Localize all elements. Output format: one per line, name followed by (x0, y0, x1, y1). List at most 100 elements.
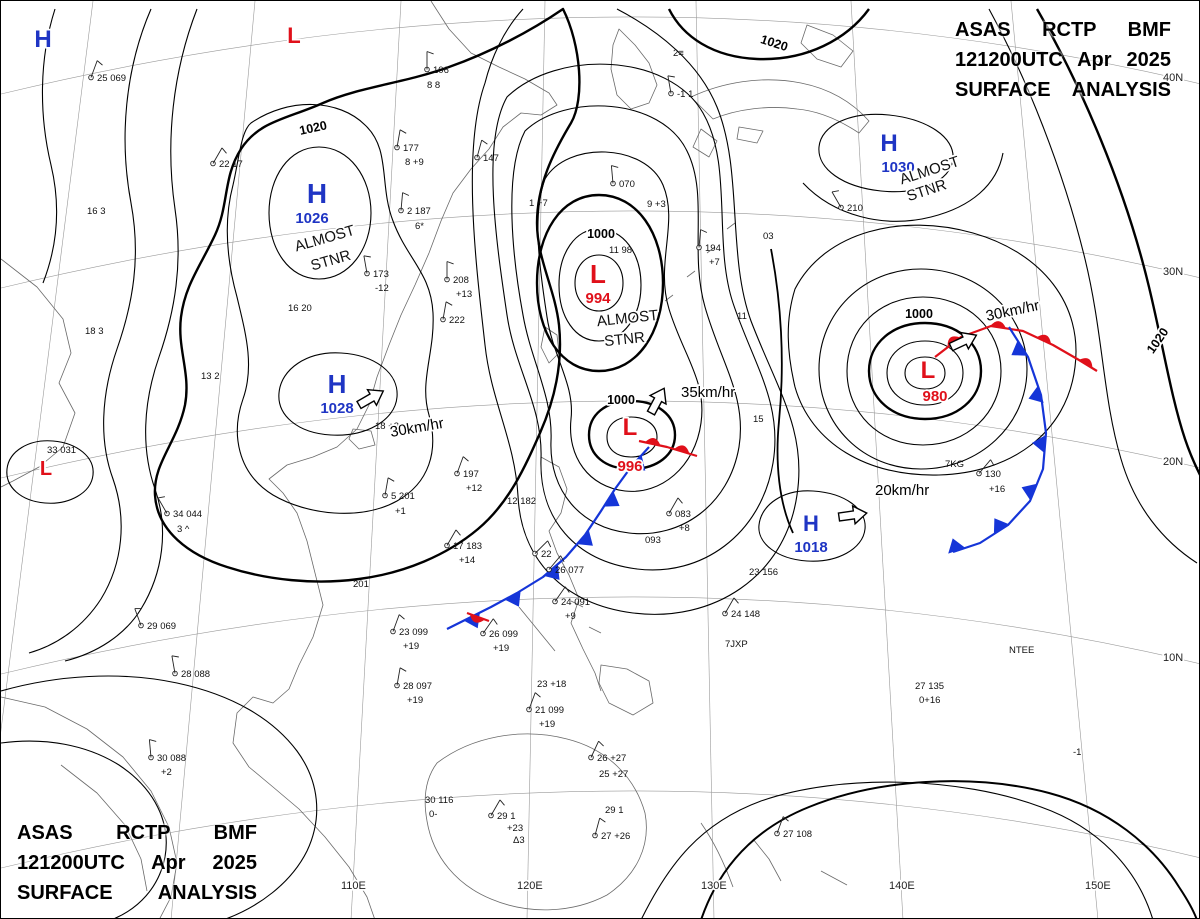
station-plot: 083 (666, 497, 691, 520)
wind-barb-tick (96, 60, 103, 66)
station-plot: 15 (753, 414, 764, 425)
isobars (1, 8, 1198, 918)
pressure-center-letter: L (921, 357, 936, 384)
wind-barb (384, 477, 389, 496)
station-value: 29 1 (605, 805, 624, 816)
title-block-top-right: ASAS RCTP BMF 121200UTC Apr 2025 SURFACE… (955, 15, 1171, 105)
wind-barb (482, 618, 494, 634)
wind-barb (667, 75, 672, 94)
wind-barb-tick (667, 75, 675, 78)
station-plot: -1 (1073, 747, 1081, 758)
station-plot: 7KG (945, 459, 964, 470)
station-value: 8 +9 (405, 157, 424, 168)
station-value: Δ3 (513, 835, 525, 846)
wind-barb-tick (445, 301, 453, 306)
station-value: 34 044 (173, 509, 202, 520)
station-plot: 21 099 (526, 692, 564, 716)
pressure-center-letter: H (803, 511, 819, 536)
longitude-label: 120E (517, 880, 543, 892)
wind-barb-tick (387, 477, 395, 482)
station-value: 16 3 (87, 206, 106, 217)
latitude-label: 20N (1163, 456, 1183, 468)
wind-barb-tick (157, 496, 165, 499)
wind-barb (446, 529, 457, 546)
title-line: 121200UTC Apr 2025 (17, 852, 257, 874)
station-plot: 3 ^ (177, 524, 190, 535)
station-value: 27 +26 (601, 831, 630, 842)
station-plot: 16 20 (288, 303, 312, 314)
station-value: +13 (456, 289, 472, 300)
cold-front-triangle (629, 455, 646, 471)
wind-barb-tick (149, 739, 157, 742)
movement-speed-label: 20km/hr (875, 482, 929, 499)
isobar-label: 1000 (905, 307, 933, 321)
station-value: 33 031 (47, 445, 76, 456)
station-plot: 23 +18 (537, 679, 566, 690)
station-plot: 1 +7 (529, 198, 548, 209)
station-plot: +23 (507, 823, 523, 834)
cold-front-triangle (1021, 483, 1037, 501)
longitude-label: 130E (701, 880, 727, 892)
station-value: -1 (1073, 747, 1081, 758)
station-value: 9 +3 (647, 199, 666, 210)
wind-barb-tick (547, 540, 552, 548)
station-plot: 28 097 (394, 667, 432, 692)
station-plot: -12 (375, 283, 389, 294)
station-value: 11 (737, 311, 747, 322)
pressure-center-letter: H (307, 178, 327, 209)
station-value: 147 (483, 153, 499, 164)
pressure-center-letter: H (880, 130, 897, 157)
wind-barb (442, 301, 447, 320)
station-plot: +8 (679, 523, 690, 534)
wind-barb (90, 60, 98, 78)
wind-barb-tick (446, 261, 454, 265)
title-line: ASAS RCTP BMF (17, 822, 257, 844)
station-value: 29 069 (147, 621, 176, 632)
station-value: 26 +27 (597, 753, 626, 764)
station-value: 21 099 (535, 705, 564, 716)
station-value: 28 088 (181, 669, 210, 680)
station-value: 17 183 (453, 541, 482, 552)
station-value: +19 (407, 695, 423, 706)
wind-barb-tick (398, 614, 405, 620)
station-plot: 210 (831, 190, 863, 214)
wind-barb (212, 147, 223, 164)
isobar-label: 1000 (607, 393, 635, 407)
station-plot: 23 156 (749, 567, 778, 578)
wind-barb-tick (481, 139, 488, 145)
wind-barb-tick (402, 192, 410, 196)
station-value: 24 148 (731, 609, 760, 620)
station-plot: Δ3 (513, 835, 525, 846)
station-value: 30 116 (425, 795, 453, 806)
movement-arrow (356, 388, 385, 410)
station-plot: 24 148 (722, 597, 760, 620)
wind-barb-tick (171, 655, 179, 658)
pressure-center-value: 1030 (881, 159, 914, 176)
station-plot: 26 099 (480, 618, 518, 640)
station-plot: 201 (353, 579, 369, 590)
wind-barb (698, 229, 702, 248)
station-value: +1 (395, 506, 406, 517)
movement-note: STNR (603, 329, 646, 350)
pressure-center-letter: H (328, 369, 347, 399)
station-value: 0- (429, 809, 437, 820)
station-plot: -1 1 (667, 75, 693, 100)
station-value: +8 (679, 523, 690, 534)
station-plot: 16 3 (87, 206, 106, 217)
station-value: 15 (753, 414, 764, 425)
station-plot: 24 091 (552, 586, 590, 608)
station-plot: +19 (407, 695, 423, 706)
station-value: 177 (403, 143, 419, 154)
station-value: 24 091 (561, 597, 590, 608)
station-plot: 6* (415, 221, 424, 232)
station-plot: 27 135 (915, 681, 944, 692)
station-value: 070 (619, 179, 635, 190)
station-value: 5 201 (391, 491, 415, 502)
station-value: 0+16 (919, 695, 940, 706)
station-plot: 5 201 (382, 477, 415, 502)
cold-front-triangle (993, 518, 1009, 535)
isobar-label: 1020 (298, 118, 328, 137)
station-plot: NTEE (1009, 645, 1034, 656)
wind-barb-tick (426, 51, 434, 55)
